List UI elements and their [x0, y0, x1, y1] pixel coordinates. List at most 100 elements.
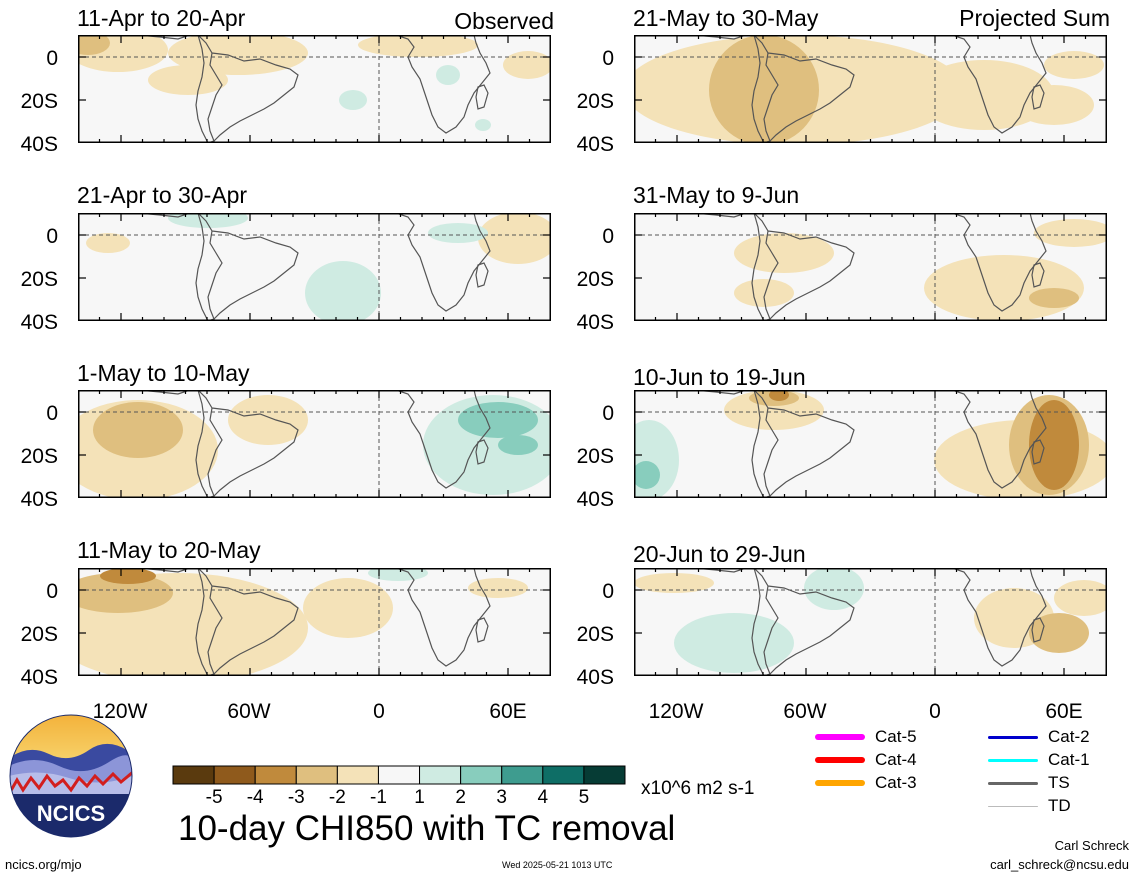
colorbar-units: x10^6 m2 s-1 [641, 778, 755, 799]
lat-label-0: 0 [602, 225, 614, 248]
colorbar-label: -4 [246, 787, 264, 808]
lon-label-60e: 60E [1045, 700, 1083, 723]
lat-label-40s: 40S [576, 133, 614, 156]
tc-legend-label-ts: TS [1048, 773, 1070, 792]
anomaly-region [305, 261, 381, 321]
lon-label-120w: 120W [92, 700, 148, 723]
anomaly-region [634, 461, 660, 489]
colorbar-label: 4 [537, 787, 549, 808]
lat-label-40s: 40S [20, 666, 58, 689]
coastline-madagascar [475, 84, 489, 110]
ncics-logo: NCICS [9, 714, 133, 838]
anomaly-region [358, 35, 478, 57]
colorbar-label: -3 [287, 787, 305, 808]
anomaly-region [1029, 288, 1079, 308]
panel-title-p5: 21-May to 30-May [633, 5, 819, 31]
anomaly-region [93, 402, 183, 458]
lon-label-60w: 60W [227, 700, 271, 723]
coastline-south-america [195, 390, 299, 498]
colorbar-cell [501, 765, 544, 785]
panel-title-p2: 21-Apr to 30-Apr [77, 182, 248, 208]
lat-label-40s: 40S [20, 488, 58, 511]
lat-label-40s: 40S [20, 311, 58, 334]
anomaly-region [228, 395, 308, 445]
footer-author: Carl Schreck [1054, 838, 1129, 853]
anomaly-region [734, 279, 794, 307]
coastline-madagascar [1031, 84, 1045, 110]
lat-label-0: 0 [602, 580, 614, 603]
lon-label-60w: 60W [783, 700, 827, 723]
figure-title: 10-day CHI850 with TC removal [178, 809, 676, 848]
lat-label-40s: 40S [576, 311, 614, 334]
colorbar-cell [460, 765, 503, 785]
footer-email: carl_schreck@ncsu.edu [990, 857, 1129, 872]
colorbar-cell [295, 765, 338, 785]
map-panel-p4 [78, 568, 551, 676]
tc-legend-label-cat-5: Cat-5 [875, 727, 917, 746]
anomaly-region [674, 613, 794, 673]
coastline-africa [395, 390, 491, 489]
anomaly-region [428, 223, 488, 243]
tc-legend-swatch-cat-2 [988, 735, 1038, 739]
anomaly-region [86, 233, 130, 253]
anomaly-region [339, 90, 367, 110]
lat-label-20s: 20S [20, 90, 58, 113]
coastline-south-america [195, 35, 299, 143]
colorbar-cell [254, 765, 297, 785]
coastline-madagascar [1031, 262, 1045, 288]
map-panel-p2 [78, 213, 551, 321]
anomaly-region [804, 568, 864, 610]
colorbar-cell [583, 765, 626, 785]
anomaly-region [168, 35, 308, 75]
colorbar-label: 1 [414, 787, 425, 808]
lat-label-0: 0 [46, 47, 58, 70]
colorbar-cell [213, 765, 256, 785]
tc-legend-label-cat-2: Cat-2 [1048, 727, 1090, 746]
anomaly-region [436, 65, 460, 85]
panel-title-p7: 10-Jun to 19-Jun [633, 364, 806, 390]
tc-legend-swatch-cat-1 [988, 758, 1038, 762]
anomaly-region [498, 435, 538, 455]
anomaly-region [1044, 51, 1104, 79]
lat-label-20s: 20S [576, 445, 614, 468]
map-panel-p6 [634, 213, 1107, 321]
anomaly-region [1014, 85, 1094, 125]
coastline-africa [395, 568, 491, 667]
anomaly-region [78, 573, 173, 613]
lat-label-40s: 40S [20, 133, 58, 156]
coastline-madagascar [475, 439, 489, 465]
lat-label-20s: 20S [576, 90, 614, 113]
panel-title-p4: 11-May to 20-May [77, 537, 261, 563]
coastline-south-america [751, 568, 855, 676]
anomaly-region [475, 119, 491, 131]
anomaly-region [148, 65, 228, 95]
lat-label-0: 0 [46, 402, 58, 425]
tc-legend-swatch-cat-3 [815, 780, 865, 786]
coastline-south-america [195, 213, 299, 321]
coastline-africa [951, 35, 1047, 134]
panel-title-p1: 11-Apr to 20-Apr [77, 5, 246, 31]
anomaly-region [924, 255, 1084, 321]
lon-label-120w: 120W [648, 700, 704, 723]
anomaly-region [478, 213, 551, 264]
colorbar-label: -1 [370, 787, 387, 808]
lat-label-20s: 20S [576, 268, 614, 291]
tc-legend-label-cat-3: Cat-3 [875, 773, 917, 792]
logo-text: NCICS [37, 801, 105, 826]
coastline-madagascar [475, 262, 489, 288]
lat-label-0: 0 [46, 225, 58, 248]
anomaly-region [634, 573, 714, 593]
coastline-madagascar [475, 617, 489, 643]
coastline-africa [951, 213, 1047, 312]
coastline-madagascar [1031, 439, 1045, 465]
lat-label-20s: 20S [576, 623, 614, 646]
colorbar-label: 3 [496, 787, 507, 808]
anomaly-region [1034, 219, 1107, 247]
coastline-south-america [195, 568, 299, 676]
panel-title-p3: 1-May to 10-May [77, 360, 250, 386]
colorbar-label: -2 [328, 787, 346, 808]
anomaly-region [78, 35, 110, 55]
colorbar [172, 765, 626, 785]
colorbar-cell [172, 765, 215, 785]
lat-label-40s: 40S [576, 666, 614, 689]
